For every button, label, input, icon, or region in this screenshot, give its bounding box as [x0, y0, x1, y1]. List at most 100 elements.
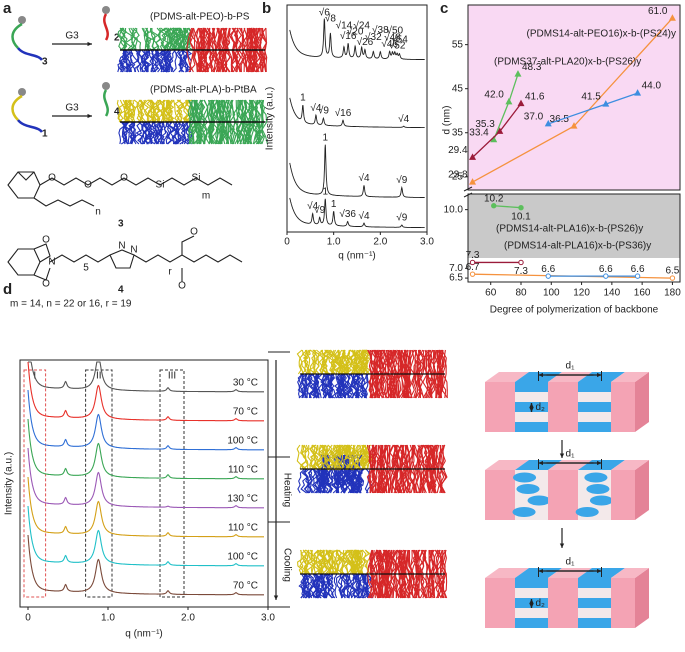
side-chain: [130, 27, 139, 51]
block-top: [485, 372, 529, 382]
data-label: 44.0: [642, 81, 662, 92]
arrow-head: [87, 41, 92, 47]
side-chain: [309, 349, 317, 375]
side-chain: [343, 468, 352, 494]
data-point: [490, 135, 498, 143]
side-chain: [310, 549, 317, 575]
side-chain: [356, 573, 363, 599]
side-chain: [441, 349, 448, 399]
side-chain: [362, 549, 370, 575]
atom-label: N: [48, 257, 55, 268]
domain: [575, 507, 599, 517]
spacing-label: d₁: [566, 557, 576, 568]
side-chain: [331, 449, 340, 471]
side-chain: [152, 121, 160, 145]
data-point: [469, 271, 476, 277]
side-chain: [259, 99, 268, 145]
side-chain: [344, 349, 353, 375]
side-chain: [304, 573, 312, 599]
side-chain: [339, 349, 345, 375]
y-tick-label: 25: [452, 171, 464, 182]
product-name: (PDMS-alt-PLA)-b-PtBA: [150, 85, 257, 96]
panel-label: a: [3, 0, 12, 17]
data-point: [634, 273, 641, 279]
side-chain: [328, 573, 336, 599]
side-chain: [299, 549, 307, 575]
block-top: [611, 460, 649, 470]
legend-entry: (PDMS14-alt-PLA16)x-b-(PS26)y: [496, 224, 643, 235]
data-label: 48.3: [522, 62, 542, 73]
side-chain: [330, 349, 338, 375]
block-face: [611, 470, 635, 520]
x-tick-label: 0: [25, 613, 31, 624]
side-chain: [118, 49, 127, 73]
side-chain: [160, 121, 167, 145]
side-chain: [334, 349, 342, 375]
scattering-curve: [28, 361, 264, 393]
data-point: [514, 70, 522, 77]
atom-label: n: [95, 207, 101, 218]
region-box: [85, 369, 113, 598]
domain: [589, 495, 614, 506]
side-chain: [355, 573, 362, 599]
arrow-head: [538, 372, 544, 378]
data-point: [545, 273, 551, 279]
spacing-label: d₁: [566, 449, 576, 460]
atom-label: 5: [83, 263, 89, 274]
side-chain: [163, 49, 172, 73]
side-chain: [297, 373, 303, 399]
side-chain: [316, 549, 323, 575]
initiator: [18, 88, 26, 96]
lower-frame: [467, 193, 681, 283]
scattering-curve: [27, 534, 264, 596]
side-chain: [138, 121, 145, 145]
scattering-curve: [27, 418, 264, 480]
side-chain: [185, 121, 190, 145]
block-face: [611, 578, 635, 628]
atom-label: N: [118, 241, 125, 252]
side-chain: [125, 49, 133, 73]
x-tick-label: 2.0: [181, 613, 195, 624]
peak-label: 1: [322, 132, 328, 143]
side-chain: [167, 27, 173, 51]
data-label: 33.4: [469, 127, 489, 138]
side-chain: [327, 373, 336, 399]
stripe: [578, 578, 611, 588]
side-chain: [132, 99, 140, 123]
stripe: [578, 608, 611, 618]
side-chain: [351, 373, 359, 399]
arrow-head: [273, 595, 279, 600]
side-chain: [356, 549, 363, 575]
side-chain: [323, 449, 330, 471]
side-chain: [342, 573, 351, 599]
side-chain: [124, 49, 132, 73]
data-label: 41.5: [581, 92, 601, 103]
side-chain: [136, 99, 143, 123]
x-tick-label: 3.0: [261, 613, 275, 624]
data-point: [602, 100, 610, 107]
side-chain: [345, 349, 351, 375]
chain: [11, 22, 23, 49]
panel-label: c: [440, 0, 448, 17]
side-chain: [341, 549, 345, 575]
data-point: [496, 127, 504, 134]
side-chain: [124, 121, 130, 145]
side-chain: [362, 444, 368, 470]
side-chain: [359, 373, 365, 399]
side-chain: [172, 27, 179, 51]
stripe: [515, 422, 548, 432]
chain: [17, 119, 44, 133]
side-chain: [298, 574, 307, 599]
data-label: 23.8: [448, 170, 468, 181]
side-chain: [316, 573, 323, 599]
domain: [512, 507, 536, 517]
x-tick-label: 3.0: [420, 237, 434, 248]
stripe: [515, 588, 548, 598]
atom-label: Si: [192, 173, 201, 184]
stripe: [578, 412, 611, 422]
x-tick-label: 100: [543, 288, 560, 299]
side-chain: [339, 373, 347, 399]
data-point: [469, 153, 477, 160]
side-chain: [149, 27, 156, 51]
side-chain: [326, 573, 334, 599]
